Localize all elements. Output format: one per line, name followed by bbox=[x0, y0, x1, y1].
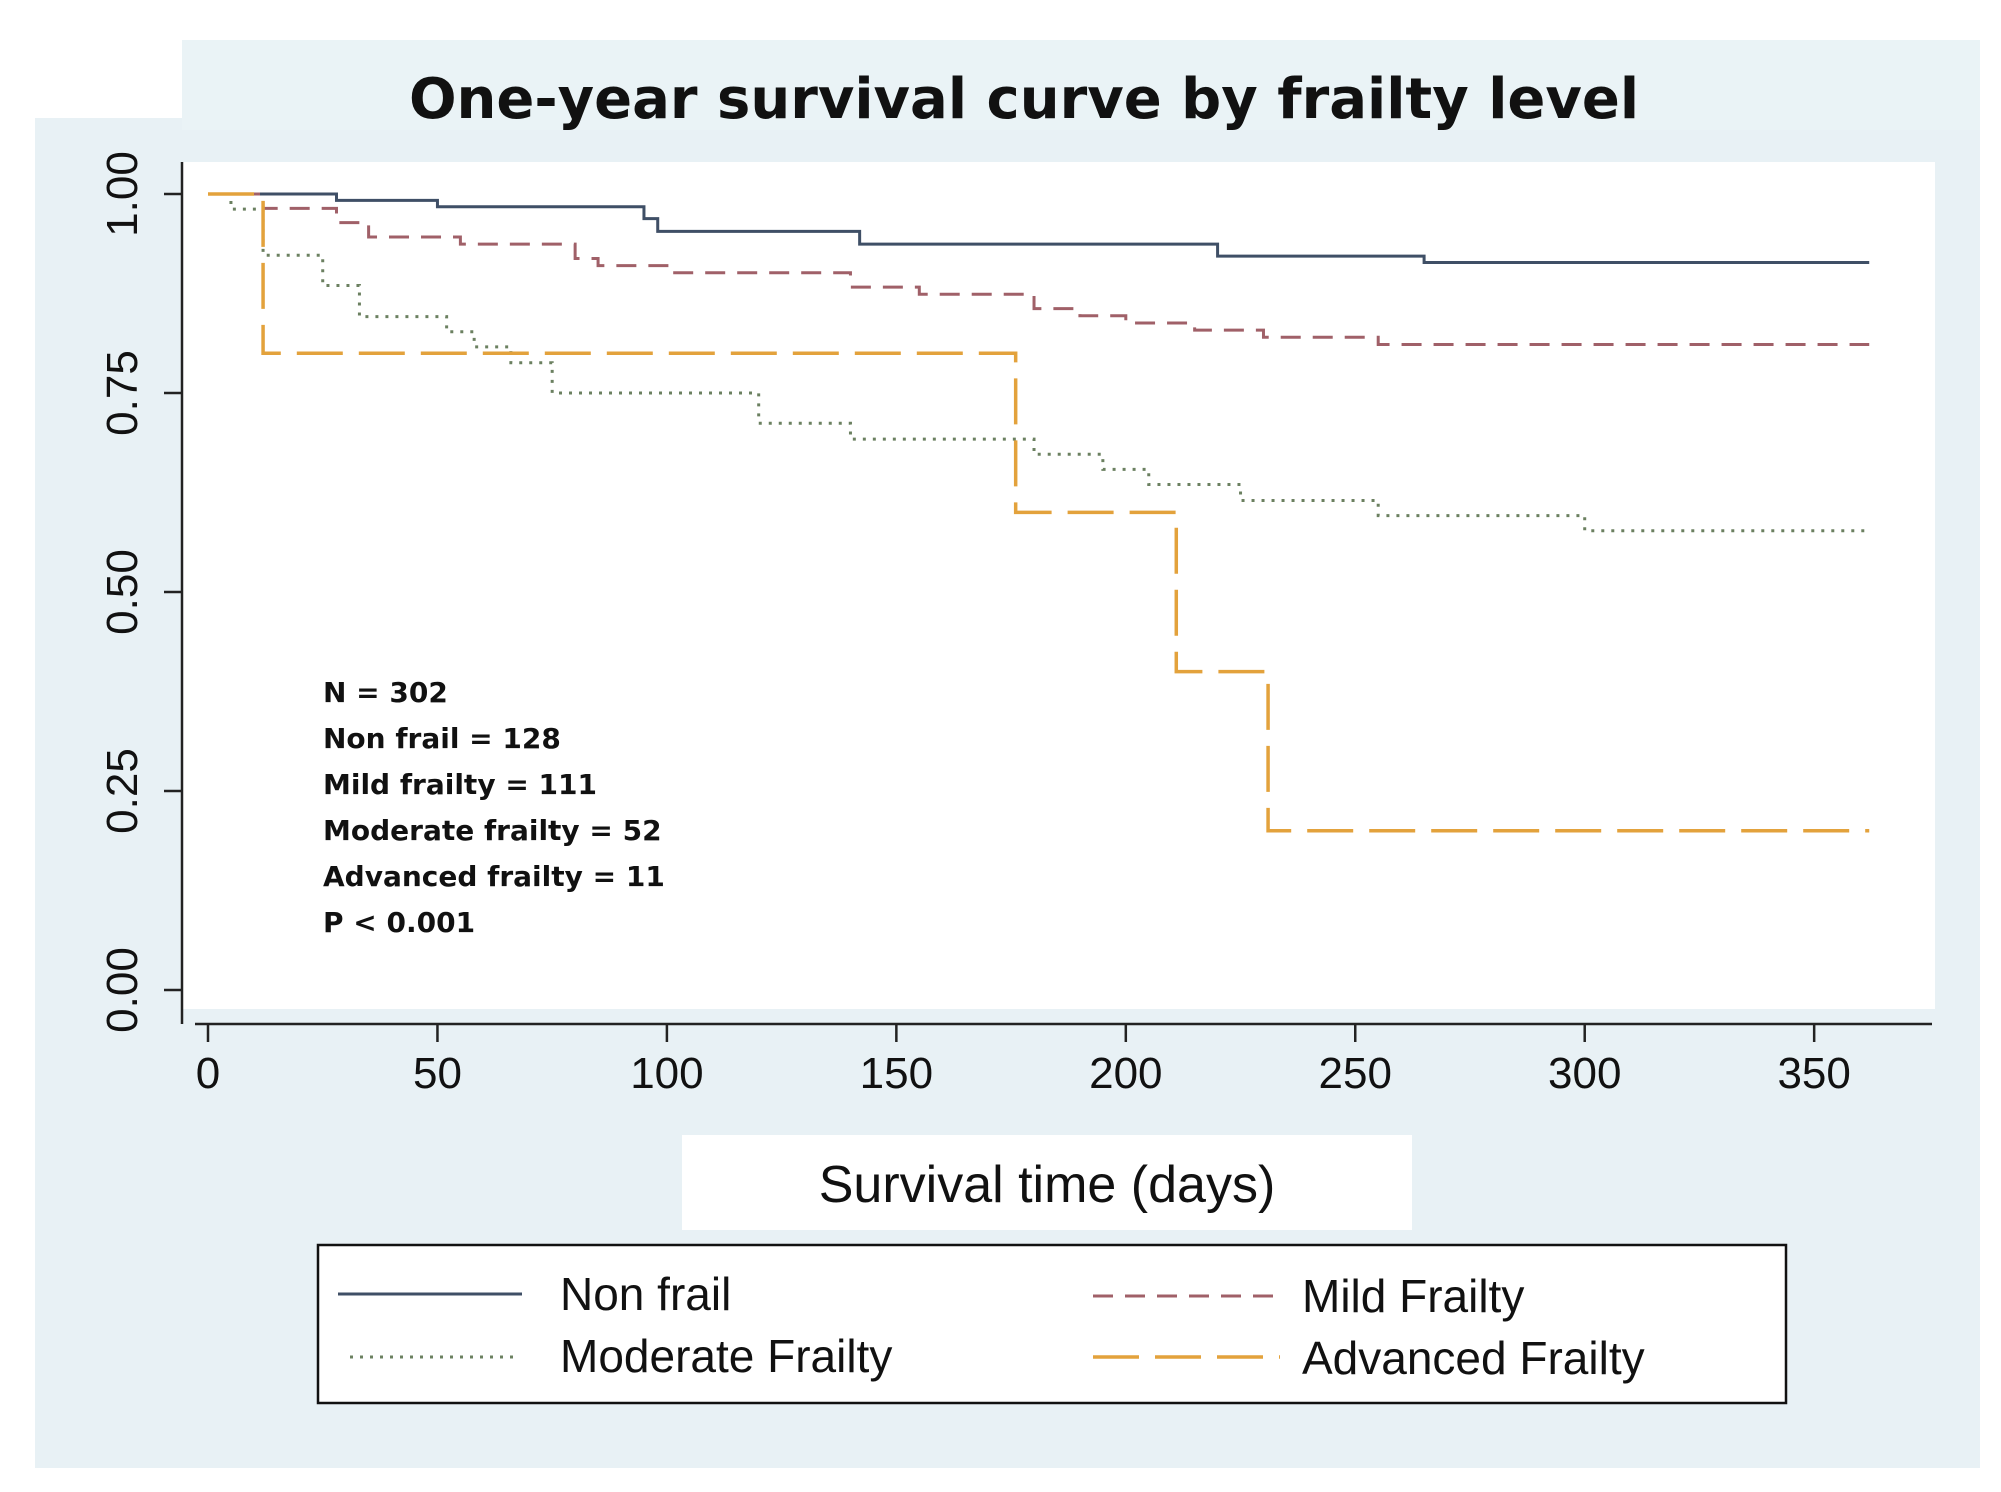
x-axis-label: Survival time (days) bbox=[819, 1156, 1276, 1214]
annotation-block: N = 302 Non frail = 128 Mild frailty = 1… bbox=[323, 676, 665, 939]
y-tick-label: 0.50 bbox=[98, 549, 147, 635]
x-tick-label: 300 bbox=[1548, 1049, 1621, 1098]
legend-label-mild-frailty: Mild Frailty bbox=[1302, 1270, 1524, 1322]
legend-box bbox=[316, 1243, 1788, 1405]
x-tick-label: 350 bbox=[1777, 1049, 1850, 1098]
x-tick-label: 50 bbox=[413, 1049, 462, 1098]
annotation-mild-frailty: Mild frailty = 111 bbox=[323, 768, 597, 801]
x-tick-label: 200 bbox=[1089, 1049, 1162, 1098]
annotation-p-value: P < 0.001 bbox=[323, 906, 475, 939]
y-axis-ticks: 0.00 0.25 0.50 0.75 1.00 bbox=[98, 151, 182, 1033]
y-tick-label: 0.25 bbox=[98, 748, 147, 834]
y-tick-label: 1.00 bbox=[98, 151, 147, 237]
legend-label-moderate-frailty: Moderate Frailty bbox=[560, 1330, 892, 1382]
legend-label-non-frail: Non frail bbox=[560, 1268, 731, 1320]
series-layer bbox=[208, 192, 1870, 833]
legend: Non frail Mild Frailty Moderate Frailty … bbox=[316, 1243, 1788, 1405]
series-line-advanced-frailty bbox=[208, 192, 1870, 833]
series-line-moderate-frailty bbox=[208, 192, 1870, 533]
series-line-non-frail bbox=[208, 192, 1870, 264]
y-tick-label: 0.00 bbox=[98, 947, 147, 1033]
annotation-n-total: N = 302 bbox=[323, 676, 448, 709]
y-tick-label: 0.75 bbox=[98, 350, 147, 436]
plot-area bbox=[182, 162, 1935, 1009]
legend-label-advanced-frailty: Advanced Frailty bbox=[1302, 1332, 1645, 1384]
x-tick-label: 250 bbox=[1319, 1049, 1392, 1098]
chart-title: One-year survival curve by frailty level bbox=[409, 67, 1639, 132]
x-tick-label: 0 bbox=[196, 1049, 220, 1098]
xlabel-box bbox=[682, 1135, 1412, 1230]
x-tick-label: 100 bbox=[630, 1049, 703, 1098]
annotation-advanced-frailty: Advanced frailty = 11 bbox=[323, 860, 665, 893]
series-line-mild-frailty bbox=[208, 192, 1870, 346]
x-axis-ticks: 0 50 100 150 200 250 300 350 bbox=[196, 1024, 1851, 1098]
x-tick-label: 150 bbox=[860, 1049, 933, 1098]
annotation-non-frail: Non frail = 128 bbox=[323, 722, 561, 755]
annotation-moderate-frailty: Moderate frailty = 52 bbox=[323, 814, 662, 847]
title-band bbox=[182, 40, 1980, 130]
